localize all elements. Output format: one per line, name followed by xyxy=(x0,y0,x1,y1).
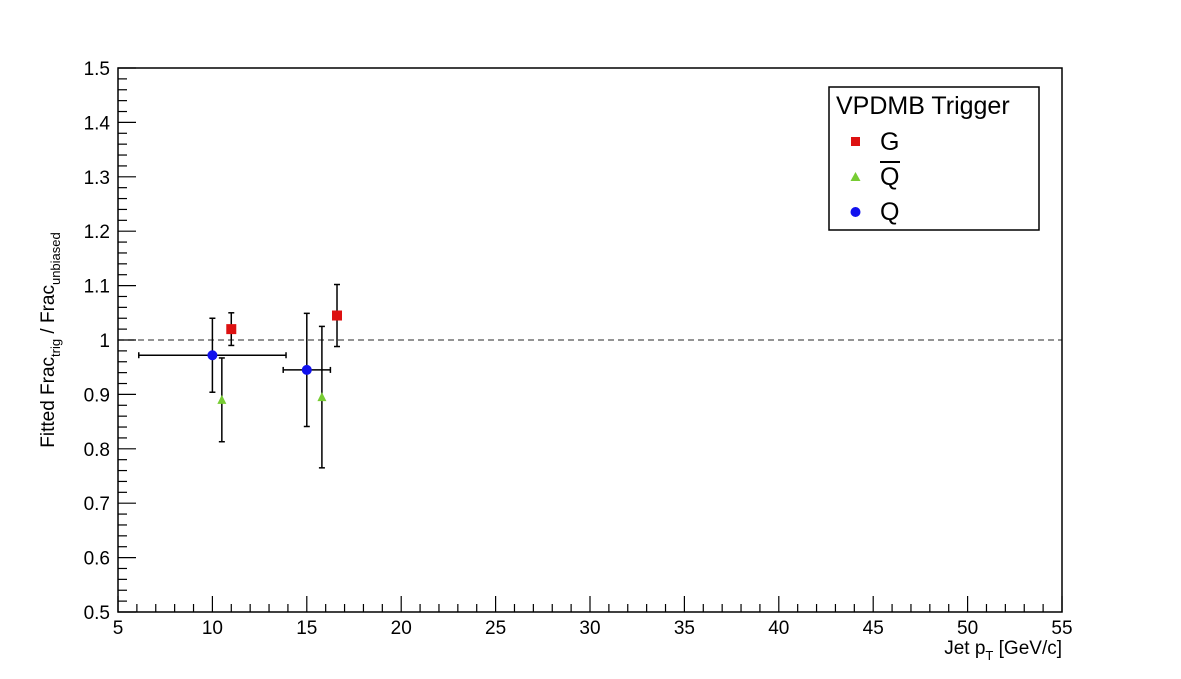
x-tick-label: 35 xyxy=(674,618,695,639)
y-tick-label: 0.5 xyxy=(84,603,110,624)
legend-label-g: G xyxy=(880,128,899,156)
x-tick-label: 50 xyxy=(957,618,978,639)
y-tick-label: 0.8 xyxy=(84,440,110,461)
x-tick-label: 55 xyxy=(1051,618,1072,639)
x-tick-label: 5 xyxy=(113,618,124,639)
x-tick-label: 25 xyxy=(485,618,506,639)
x-tick-label: 20 xyxy=(391,618,412,639)
axis-ticks xyxy=(117,67,1063,613)
legend-marker-g xyxy=(851,137,860,146)
data-point-g xyxy=(226,324,237,335)
x-tick-label: 45 xyxy=(863,618,884,639)
legend-marker-qbar xyxy=(850,172,861,181)
x-tick-label: 40 xyxy=(768,618,789,639)
y-axis-title: Fitted Fractrig / Fracunbiased xyxy=(38,232,63,448)
data-point-g xyxy=(332,310,343,321)
data-points xyxy=(138,283,343,469)
legend-box xyxy=(828,86,1040,231)
y-tick-label: 1.4 xyxy=(84,113,111,134)
data-point-q xyxy=(301,364,312,375)
data-point-qbar xyxy=(317,392,327,402)
x-axis-title: Jet pT [GeV/c] xyxy=(944,638,1062,663)
y-tick-label: 1 xyxy=(99,331,110,352)
x-tick-label: 10 xyxy=(202,618,223,639)
y-tick-label: 1.3 xyxy=(84,168,110,189)
legend: VPDMB Trigger G Q Q xyxy=(828,86,1040,231)
y-tick-label: 1.5 xyxy=(84,59,110,80)
tick-labels: 5 10 15 20 25 30 35 40 45 50 55 0.5 0.6 0.7 0.8 0.9 1 1.1… xyxy=(84,59,1073,639)
legend-marker-q xyxy=(850,207,861,217)
y-tick-label: 1.1 xyxy=(84,277,110,298)
y-tick-label: 0.6 xyxy=(84,549,110,570)
legend-label-qbar: Q xyxy=(880,163,899,191)
x-tick-label: 30 xyxy=(579,618,600,639)
legend-title: VPDMB Trigger xyxy=(836,92,1010,120)
data-point-q xyxy=(207,350,218,361)
data-point-qbar xyxy=(217,394,227,404)
y-tick-label: 1.2 xyxy=(84,222,110,243)
x-tick-label: 15 xyxy=(296,618,317,639)
y-tick-label: 0.9 xyxy=(84,385,110,406)
y-tick-label: 0.7 xyxy=(84,494,110,515)
legend-label-q: Q xyxy=(880,198,899,226)
